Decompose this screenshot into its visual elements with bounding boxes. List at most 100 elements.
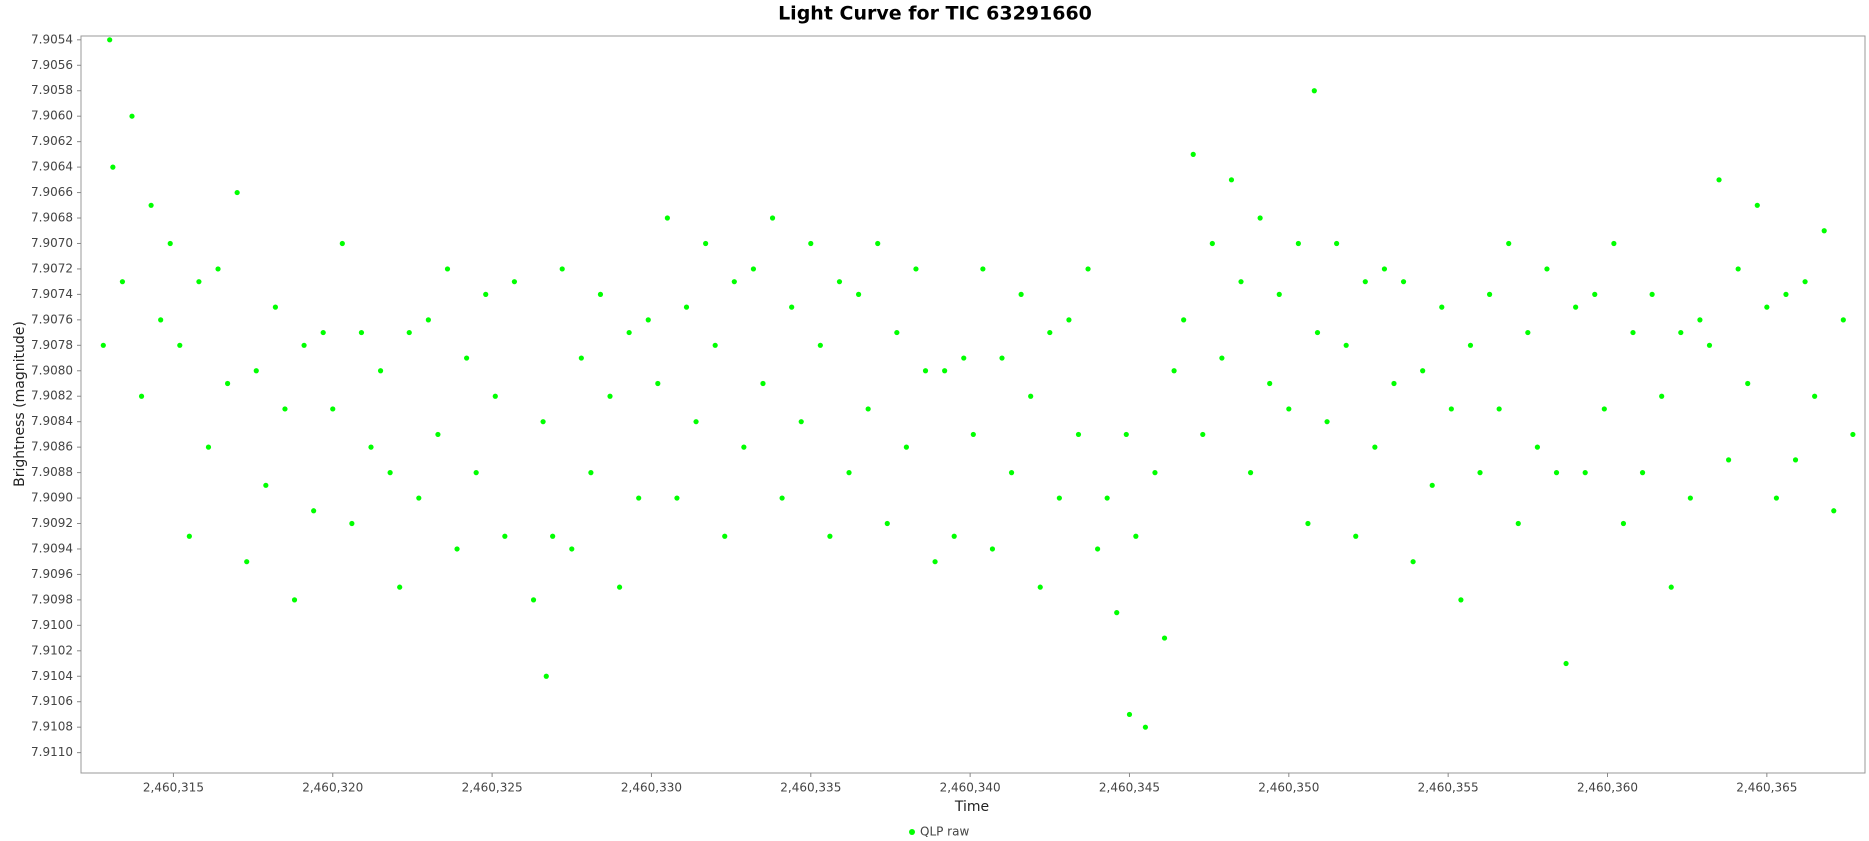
y-tick-label: 7.9072	[31, 261, 73, 275]
data-point	[1334, 240, 1340, 247]
data-point	[1716, 177, 1722, 183]
y-tick-label: 7.9080	[31, 363, 73, 377]
y-tick-label: 7.9106	[31, 694, 73, 708]
data-point	[1420, 368, 1426, 374]
y-tick-label: 7.9098	[31, 592, 73, 606]
y-tick-label: 7.9090	[31, 491, 73, 505]
y-tick-label: 7.9058	[31, 83, 73, 97]
data-point	[263, 482, 269, 488]
data-point	[110, 164, 116, 170]
data-point	[808, 240, 814, 247]
plot-frame	[80, 35, 1866, 774]
y-tick-label: 7.9064	[31, 160, 73, 174]
data-point	[224, 380, 231, 387]
data-point	[1525, 329, 1531, 336]
data-point	[760, 380, 766, 387]
y-tick-label: 7.9068	[31, 211, 73, 225]
data-point	[1601, 406, 1607, 412]
data-point	[301, 342, 307, 348]
data-point	[425, 317, 431, 323]
data-point	[1400, 279, 1407, 285]
x-tick-label: 2,460,335	[780, 781, 841, 795]
x-tick-label: 2,460,320	[302, 781, 363, 795]
y-tick-label: 7.9086	[31, 440, 73, 454]
x-tick-label: 2,460,350	[1258, 781, 1319, 795]
data-point	[215, 266, 221, 272]
data-point	[511, 279, 518, 285]
data-point	[731, 279, 737, 285]
data-point	[1381, 266, 1388, 272]
data-point	[999, 355, 1005, 361]
data-point	[444, 266, 451, 272]
data-point	[540, 419, 546, 425]
data-point	[291, 597, 298, 603]
y-tick-label: 7.9078	[31, 338, 73, 352]
data-point	[1219, 355, 1225, 361]
data-point	[1075, 431, 1082, 438]
data-point	[1126, 711, 1133, 718]
data-point	[1047, 329, 1053, 336]
y-tick-label: 7.9084	[31, 414, 73, 428]
y-tick-label: 7.9060	[31, 109, 73, 123]
data-point	[1639, 469, 1646, 476]
data-point	[358, 329, 365, 336]
data-point	[454, 546, 460, 552]
data-point	[569, 546, 575, 552]
data-point	[1028, 393, 1034, 399]
data-point	[1831, 508, 1837, 514]
data-point	[435, 431, 441, 438]
data-point	[884, 520, 890, 527]
data-point	[1506, 240, 1512, 247]
data-point	[1267, 380, 1273, 387]
data-point	[1582, 469, 1588, 476]
data-point	[875, 240, 881, 247]
y-tick-label: 7.9094	[31, 541, 73, 555]
data-point	[107, 37, 113, 43]
data-point	[1276, 291, 1282, 297]
data-point	[1056, 495, 1062, 501]
y-tick-label: 7.9104	[31, 669, 73, 683]
data-point	[1123, 431, 1129, 438]
y-tick-label: 7.9076	[31, 312, 73, 326]
data-point	[693, 419, 699, 425]
y-tick-label: 7.9062	[31, 134, 73, 148]
data-point	[473, 469, 479, 476]
data-point	[1840, 317, 1846, 323]
data-point	[253, 368, 259, 374]
data-point	[683, 304, 690, 310]
data-point	[330, 406, 336, 412]
data-point	[1773, 495, 1780, 501]
data-point	[1515, 520, 1521, 527]
data-point	[1372, 444, 1378, 450]
data-point	[616, 584, 623, 590]
data-point	[138, 393, 145, 399]
data-point	[1458, 597, 1464, 603]
data-point	[559, 266, 565, 272]
data-point	[961, 355, 967, 361]
data-point	[1697, 317, 1703, 323]
data-point	[1190, 151, 1196, 157]
data-point	[1659, 393, 1665, 399]
data-point	[779, 495, 785, 501]
data-point	[244, 559, 250, 565]
data-point	[588, 469, 594, 476]
data-point	[636, 495, 642, 501]
data-point	[530, 597, 537, 603]
data-point	[1066, 317, 1072, 323]
data-point	[1286, 406, 1292, 412]
legend-marker	[909, 829, 915, 835]
data-point	[1668, 584, 1674, 590]
data-point	[502, 533, 508, 539]
data-point	[1467, 342, 1474, 348]
y-tick-label: 7.9054	[31, 32, 73, 46]
data-point	[578, 355, 584, 361]
data-point	[196, 279, 202, 285]
legend-label: QLP raw	[920, 825, 969, 839]
y-tick-label: 7.9096	[31, 567, 73, 581]
data-point	[129, 113, 135, 119]
data-point	[712, 342, 718, 348]
y-tick-label: 7.9082	[31, 389, 73, 403]
x-tick-label: 2,460,325	[462, 781, 523, 795]
data-point	[1706, 342, 1713, 348]
data-point	[177, 342, 183, 348]
